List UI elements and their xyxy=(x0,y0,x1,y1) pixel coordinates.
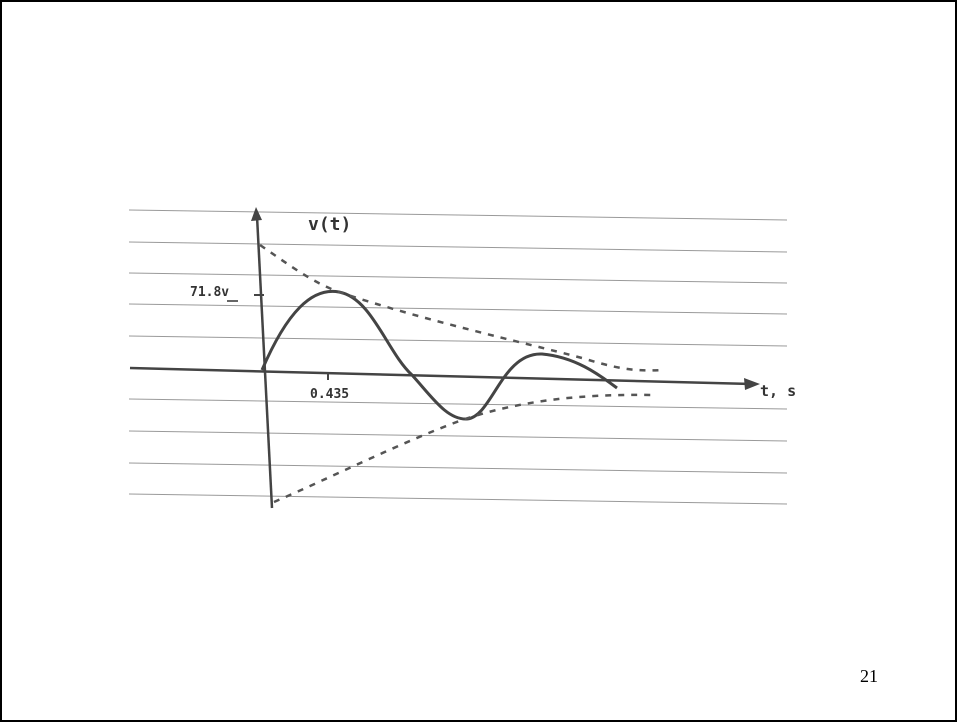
x-mark-label: 0.435 xyxy=(310,387,349,402)
paper-lines xyxy=(129,210,787,504)
upper-envelope xyxy=(260,245,662,370)
page-number: 21 xyxy=(860,666,878,687)
slide: v(t) 71.8v 0.435 t, s 21 xyxy=(0,0,957,722)
axes xyxy=(130,207,760,508)
x-label: t, s xyxy=(760,382,796,400)
y-label: v(t) xyxy=(308,214,351,235)
peak-label: 71.8v xyxy=(190,285,229,300)
sketch: v(t) 71.8v 0.435 t, s xyxy=(2,2,955,720)
lower-envelope xyxy=(274,395,652,502)
